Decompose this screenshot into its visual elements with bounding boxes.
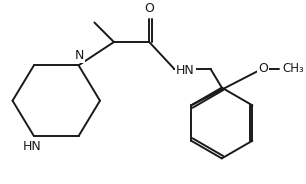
Text: N: N: [75, 49, 84, 62]
Text: HN: HN: [176, 64, 195, 77]
Text: O: O: [144, 2, 154, 15]
Text: CH₃: CH₃: [282, 62, 304, 75]
Text: HN: HN: [23, 140, 41, 153]
Text: O: O: [258, 62, 268, 75]
